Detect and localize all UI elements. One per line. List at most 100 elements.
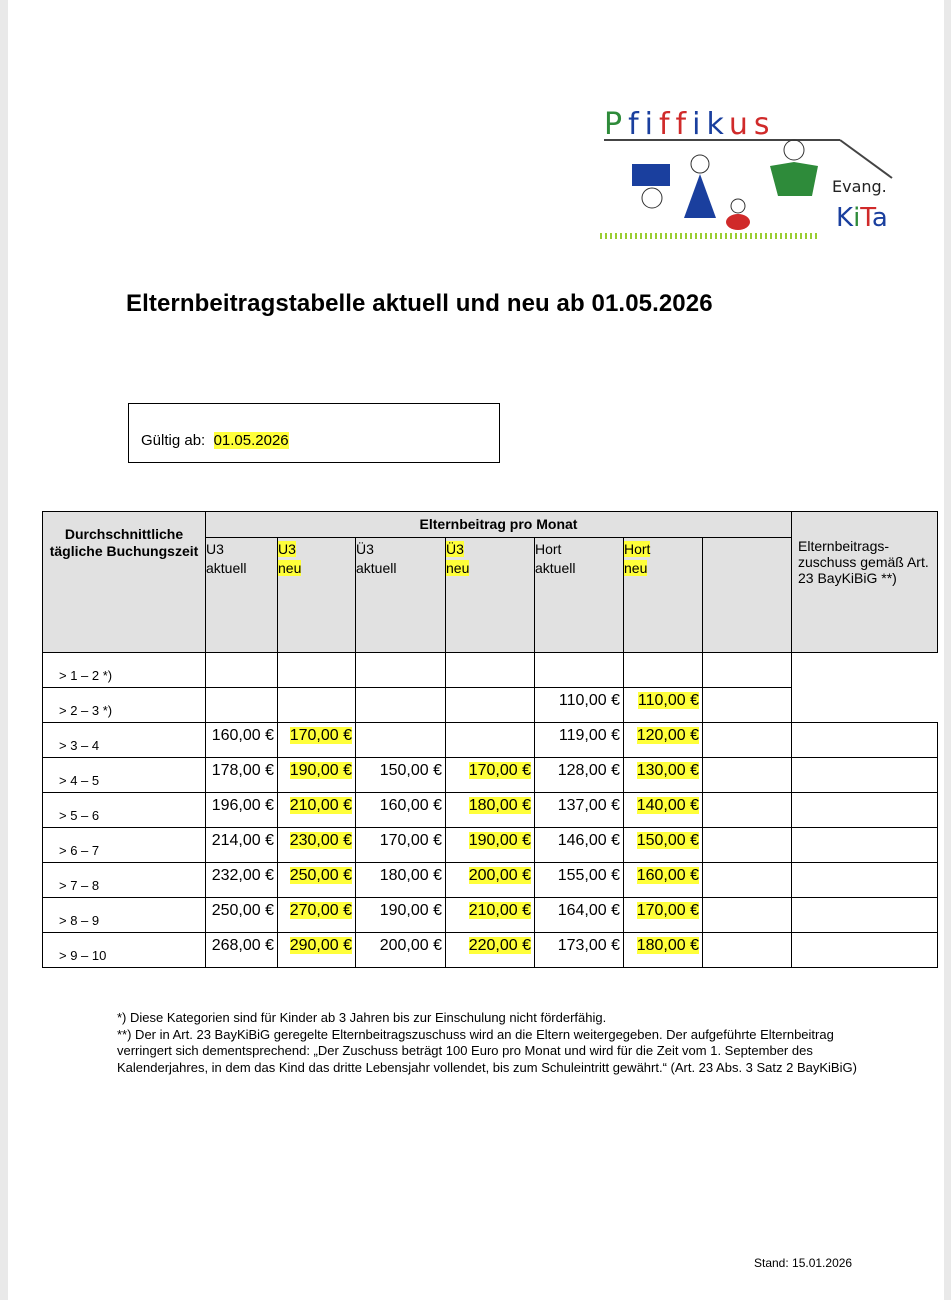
valid-from-label: Gültig ab: [141, 432, 206, 449]
fee-value: 268,00 € [211, 937, 274, 954]
fee-cell: 170,00 € [355, 827, 446, 863]
fee-value: 190,00 € [379, 902, 442, 919]
fee-cell: 178,00 € [205, 757, 278, 793]
column-header: Hort aktuell [534, 537, 624, 653]
fee-cell: 120,00 € [623, 722, 703, 758]
fee-cell: 140,00 € [623, 792, 703, 828]
fee-cell [702, 757, 792, 793]
fee-cell: 119,00 € [534, 722, 624, 758]
fee-cell: 110,00 € [534, 687, 624, 723]
fee-value: 200,00 € [379, 937, 442, 954]
fee-cell [205, 687, 278, 723]
row-label: > 4 – 5 [42, 757, 206, 793]
fee-value: 170,00 € [468, 762, 531, 779]
zuschuss-cell [791, 757, 938, 793]
fee-cell [702, 897, 792, 933]
table-row: > 9 – 10 268,00 € 290,00 € 200,00 € 220,00 €… [42, 932, 938, 968]
fee-cell [355, 722, 446, 758]
footnote-1: *) Diese Kategorien sind für Kinder ab 3… [117, 1010, 607, 1025]
fee-value: 270,00 € [289, 902, 352, 919]
fee-value: 173,00 € [557, 937, 620, 954]
table-row: > 2 – 3 *) 110,00 € 110,00 € [42, 687, 938, 723]
fee-cell [702, 652, 792, 688]
column-header: Ü3 aktuell [355, 537, 446, 653]
column-header-line1: Hort [535, 541, 562, 557]
fee-value: 180,00 € [379, 867, 442, 884]
fee-cell: 210,00 € [277, 792, 356, 828]
fee-value: 170,00 € [379, 832, 442, 849]
fee-value: 160,00 € [379, 797, 442, 814]
fee-cell [702, 862, 792, 898]
table-row: > 1 – 2 *) [42, 652, 938, 688]
fee-value: 200,00 € [468, 867, 531, 884]
row-label: > 5 – 6 [42, 792, 206, 828]
fee-cell [702, 932, 792, 968]
booking-time-header: Durchschnittliche tägliche Buchungszeit [42, 511, 206, 653]
fee-value: 180,00 € [468, 797, 531, 814]
fee-table: Durchschnittliche tägliche Buchungszeit … [42, 511, 938, 968]
row-label: > 2 – 3 *) [42, 687, 206, 723]
fee-cell: 110,00 € [623, 687, 703, 723]
fee-cell [534, 652, 624, 688]
row-label: > 1 – 2 *) [42, 652, 206, 688]
row-label: > 7 – 8 [42, 862, 206, 898]
row-label: > 8 – 9 [42, 897, 206, 933]
column-header-line1: Ü3 [446, 541, 464, 557]
row-label: > 6 – 7 [42, 827, 206, 863]
fee-value: 170,00 € [636, 902, 699, 919]
fee-value: 214,00 € [211, 832, 274, 849]
fee-value: 140,00 € [636, 797, 699, 814]
fee-value: 196,00 € [211, 797, 274, 814]
table-row: > 3 – 4 160,00 € 170,00 € 119,00 € 120,00 € [42, 722, 938, 758]
fee-value: 250,00 € [211, 902, 274, 919]
table-row: > 8 – 9 250,00 € 270,00 € 190,00 € 210,00 € 1… [42, 897, 938, 933]
column-header-line2: aktuell [206, 560, 247, 576]
fee-cell: 150,00 € [623, 827, 703, 863]
footnotes: *) Diese Kategorien sind für Kinder ab 3… [117, 1010, 877, 1076]
table-row: > 6 – 7 214,00 € 230,00 € 170,00 € 190,00 € 1… [42, 827, 938, 863]
column-header-line1: U3 [206, 541, 224, 557]
fee-cell: 170,00 € [445, 757, 535, 793]
fee-cell: 146,00 € [534, 827, 624, 863]
fee-cell [277, 687, 356, 723]
fee-value: 232,00 € [211, 867, 274, 884]
fee-cell [355, 687, 446, 723]
valid-from-box: Gültig ab: 01.05.2026 [128, 403, 500, 463]
kita-logo: Pfiffikus Evang. KiTa [600, 107, 893, 239]
fee-value: 180,00 € [636, 937, 699, 954]
fee-cell: 170,00 € [623, 897, 703, 933]
fee-cell: 180,00 € [355, 862, 446, 898]
column-header-line2: neu [624, 560, 648, 576]
fee-cell [445, 722, 535, 758]
fee-cell: 164,00 € [534, 897, 624, 933]
fee-value: 190,00 € [468, 832, 531, 849]
fee-value: 137,00 € [557, 797, 620, 814]
fee-cell [623, 652, 703, 688]
page-title: Elternbeitragstabelle aktuell und neu ab… [126, 290, 713, 317]
fee-cell: 250,00 € [277, 862, 356, 898]
column-header [702, 537, 792, 653]
fee-cell: 130,00 € [623, 757, 703, 793]
fee-value: 160,00 € [211, 727, 274, 744]
column-header: U3 neu [277, 537, 356, 653]
fee-cell: 137,00 € [534, 792, 624, 828]
logo-evang: Evang. [832, 177, 887, 196]
fee-cell: 190,00 € [277, 757, 356, 793]
group-header: Elternbeitrag pro Monat [205, 511, 792, 538]
column-header-line1: Hort [624, 541, 651, 557]
fee-value: 146,00 € [557, 832, 620, 849]
row-label: > 9 – 10 [42, 932, 206, 968]
column-header: U3 aktuell [205, 537, 278, 653]
fee-value: 178,00 € [211, 762, 274, 779]
column-header: Ü3 neu [445, 537, 535, 653]
fee-value: 130,00 € [636, 762, 699, 779]
fee-cell [355, 652, 446, 688]
fee-value: 119,00 € [558, 727, 620, 744]
fee-cell [277, 652, 356, 688]
fee-cell: 160,00 € [623, 862, 703, 898]
fee-value: 150,00 € [636, 832, 699, 849]
fee-value: 190,00 € [289, 762, 352, 779]
column-header: Hort neu [623, 537, 703, 653]
table-row: > 4 – 5 178,00 € 190,00 € 150,00 € 170,00 € 1… [42, 757, 938, 793]
fee-value: 220,00 € [468, 937, 531, 954]
